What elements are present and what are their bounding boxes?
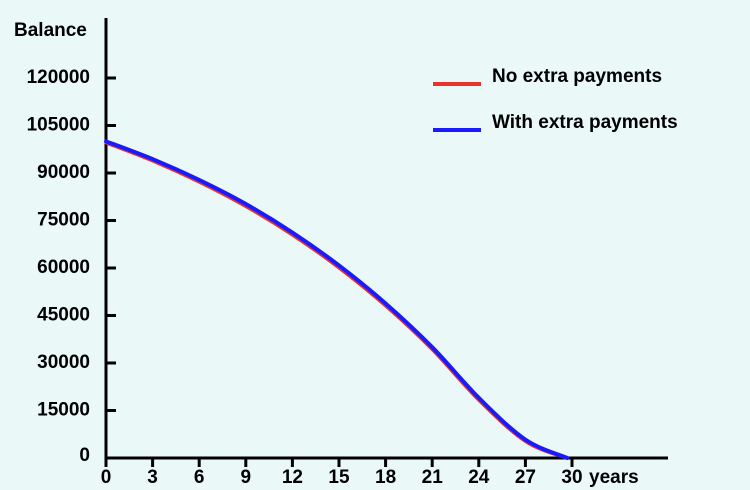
series-line-no-extra-payments [104, 141, 568, 460]
legend: No extra payments With extra payments [433, 66, 678, 133]
x-tick-label: 18 [375, 467, 396, 488]
x-axis-title: years [589, 467, 639, 488]
series-lines [104, 139, 570, 460]
y-tick-label: 75000 [37, 210, 90, 231]
x-tick-label: 12 [282, 467, 303, 488]
series-line-with-extra-payments [104, 139, 570, 460]
y-tick-label: 90000 [37, 162, 90, 183]
y-tick-label: 0 [79, 445, 90, 466]
x-tick-label: 9 [241, 467, 252, 488]
x-tick-label: 30 [561, 467, 582, 488]
x-tick-label: 24 [468, 467, 490, 488]
y-axis-ticks: 0 15000 30000 45000 60000 75000 90000 105000 120… [27, 67, 116, 466]
x-axis-ticks: 0 3 6 9 12 15 18 21 24 27 30 [101, 458, 583, 488]
legend-label-no-extra-payments: No extra payments [492, 66, 662, 87]
x-tick-label: 0 [101, 467, 112, 488]
y-tick-label: 120000 [27, 67, 90, 88]
x-tick-label: 15 [328, 467, 350, 488]
y-tick-label: 30000 [37, 352, 90, 373]
x-tick-label: 27 [515, 467, 536, 488]
x-tick-label: 21 [422, 467, 444, 488]
y-tick-label: 45000 [37, 305, 90, 326]
y-axis-title: Balance [14, 20, 87, 41]
y-tick-label: 60000 [37, 257, 90, 278]
y-tick-label: 105000 [27, 115, 90, 136]
legend-label-with-extra-payments: With extra payments [492, 112, 678, 133]
y-tick-label: 15000 [37, 400, 90, 421]
x-tick-label: 6 [194, 467, 205, 488]
x-tick-label: 3 [147, 467, 158, 488]
